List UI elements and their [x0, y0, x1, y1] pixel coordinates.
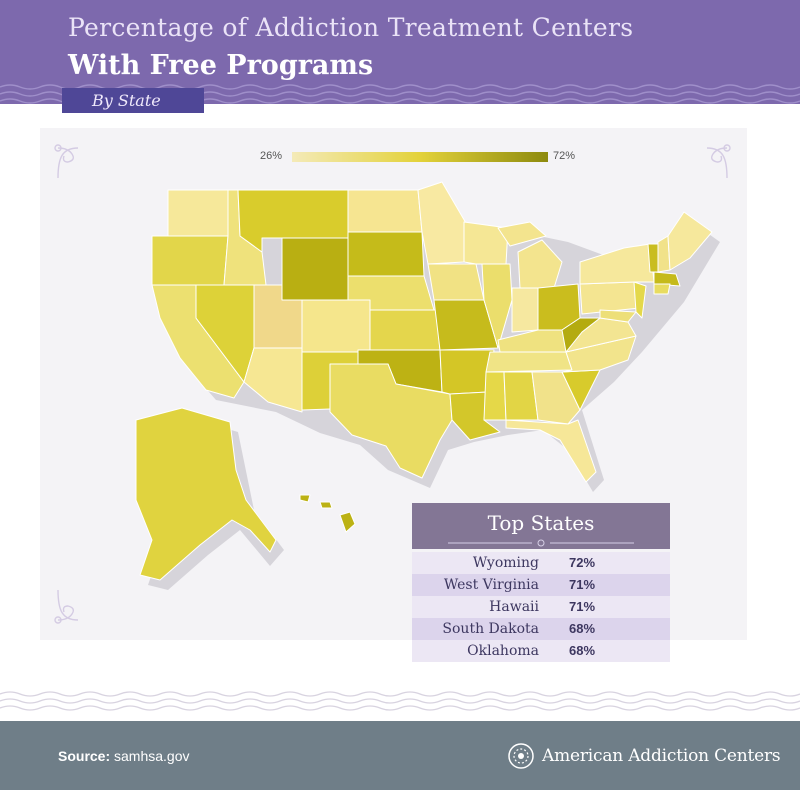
- title-line-2: With Free Programs: [68, 50, 374, 81]
- legend-min-label: 26%: [260, 150, 283, 162]
- state-alaska: [135, 407, 277, 581]
- brand-name: American Addiction Centers: [542, 746, 781, 766]
- state-new-york: [579, 243, 655, 285]
- state-minnesota: [417, 181, 471, 265]
- state-name: Hawaii: [489, 599, 539, 615]
- brand-logo: American Addiction Centers: [508, 738, 781, 774]
- state-wyoming: [281, 237, 349, 301]
- state-percent: 71%: [569, 577, 596, 592]
- source-value: samhsa.gov: [114, 748, 190, 764]
- state-percent: 68%: [569, 621, 596, 636]
- state-west-virginia: [561, 317, 601, 353]
- top-state-row: Hawaii 71%: [412, 596, 670, 618]
- state-percent: 72%: [569, 555, 596, 570]
- state-north-dakota: [347, 189, 423, 233]
- top-state-row: West Virginia 71%: [412, 574, 670, 596]
- state-hawaii: [339, 511, 356, 533]
- footer-wave-pattern: [0, 691, 800, 711]
- state-new-jersey: [633, 281, 647, 319]
- state-colorado: [301, 299, 371, 353]
- state-michigan-up: [497, 221, 547, 247]
- state-hawaii-2: [319, 501, 333, 509]
- title-line-1: Percentage of Addiction Treatment Center…: [68, 13, 634, 42]
- state-oregon: [151, 235, 229, 286]
- state-kansas: [369, 309, 441, 351]
- state-percent: 71%: [569, 599, 596, 614]
- state-washington: [167, 189, 229, 237]
- state-hawaii-3: [299, 494, 311, 503]
- state-mississippi: [483, 371, 507, 421]
- top-state-row: Wyoming 72%: [412, 552, 670, 574]
- top-states-header: Top States: [412, 503, 670, 549]
- state-name: Oklahoma: [467, 643, 539, 659]
- state-name: Wyoming: [472, 555, 539, 571]
- state-maryland: [599, 309, 637, 323]
- header-ornament: [448, 539, 634, 547]
- state-name: West Virginia: [443, 577, 539, 593]
- state-tennessee: [485, 351, 573, 373]
- top-state-row: South Dakota 68%: [412, 618, 670, 640]
- state-maine: [667, 211, 713, 271]
- legend-gradient-bar: [292, 152, 548, 162]
- legend-max-label: 72%: [553, 150, 576, 162]
- state-percent: 68%: [569, 643, 596, 658]
- state-south-dakota: [347, 231, 425, 277]
- state-massachusetts: [653, 271, 681, 287]
- state-indiana: [511, 287, 539, 333]
- top-states-box: Top States Wyoming 72% West Virginia 71%…: [412, 503, 670, 663]
- state-texas: [329, 363, 453, 479]
- state-florida: [505, 419, 597, 483]
- state-vermont: [647, 243, 659, 273]
- state-name: South Dakota: [442, 621, 539, 637]
- top-states-title: Top States: [487, 511, 595, 535]
- top-state-row: Oklahoma 68%: [412, 640, 670, 662]
- subtitle-tag: By State: [62, 88, 204, 113]
- source-credit: Source: samhsa.gov: [58, 748, 190, 764]
- state-illinois: [481, 263, 513, 349]
- state-pennsylvania: [579, 281, 641, 315]
- state-michigan: [517, 239, 563, 289]
- aac-logo-icon: [508, 743, 534, 769]
- footer-bar: [0, 721, 800, 790]
- state-connecticut: [653, 283, 671, 295]
- state-arizona: [243, 347, 303, 413]
- source-label: Source:: [58, 748, 111, 764]
- state-iowa: [427, 263, 485, 301]
